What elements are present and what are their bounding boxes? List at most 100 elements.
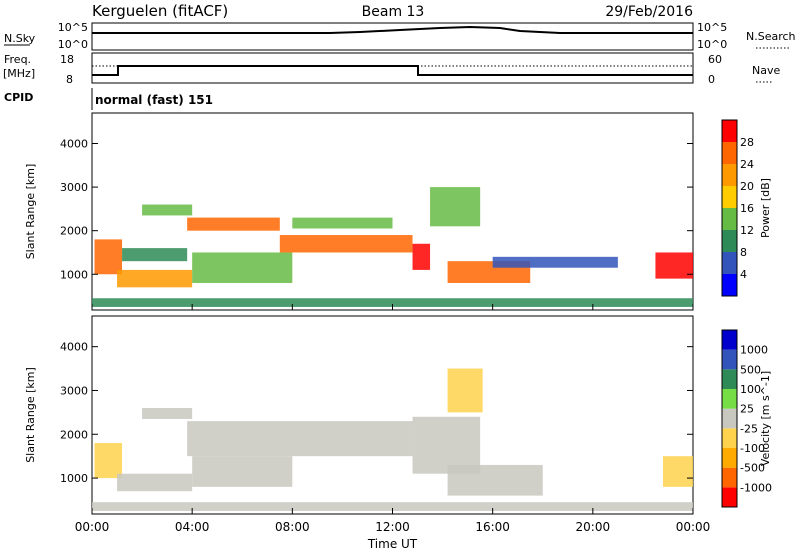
nsky-trace xyxy=(92,25,693,34)
y-axis-label: Slant Range [km] xyxy=(24,367,37,463)
data-band xyxy=(492,256,618,268)
colorbar-tick-label: 20 xyxy=(740,180,754,193)
y-tick-label: 3000 xyxy=(60,384,88,397)
colorbar-segment xyxy=(722,369,737,389)
freq-unit-label: [MHz] xyxy=(3,67,35,80)
nsky-panel: N.Sky 10^5 10^0 10^5 10^0 N.Search xyxy=(4,21,796,51)
data-band xyxy=(94,443,123,479)
y-tick-label: 4000 xyxy=(60,138,88,151)
data-band xyxy=(192,252,293,283)
data-band xyxy=(412,416,481,474)
data-band xyxy=(430,187,481,227)
freq-tick-bottom: 8 xyxy=(66,73,73,86)
x-tick-label: 20:00 xyxy=(576,520,611,534)
nave-tick-bottom: 0 xyxy=(708,73,715,86)
y-tick-label: 2000 xyxy=(60,428,88,441)
nsky-label: N.Sky xyxy=(4,32,36,45)
colorbar-tick-label: -500 xyxy=(740,462,765,475)
data-band xyxy=(655,252,693,279)
x-tick-label: 12:00 xyxy=(375,520,410,534)
y-tick-label: 4000 xyxy=(60,341,88,354)
colorbar-tick-label: 28 xyxy=(740,136,754,149)
data-band xyxy=(142,204,193,216)
y-tick-label: 1000 xyxy=(60,472,88,485)
colorbar-tick-label: 4 xyxy=(740,268,747,281)
freq-label: Freq. xyxy=(4,53,31,66)
cpid-panel: CPID normal (fast) 151 xyxy=(4,88,213,110)
data-band xyxy=(292,217,393,229)
data-band xyxy=(187,421,413,457)
colorbar-label: Velocity [m s^-1] xyxy=(759,371,772,466)
nsearch-tick-top: 10^5 xyxy=(697,21,727,34)
y-tick-label: 3000 xyxy=(60,181,88,194)
colorbar-tick-label: 500 xyxy=(740,363,761,376)
data-band xyxy=(142,407,193,419)
data-band xyxy=(662,456,693,487)
beam-title: Beam 13 xyxy=(362,4,425,20)
data-band xyxy=(192,456,293,487)
colorbar-segment xyxy=(722,252,737,274)
colorbar-segment xyxy=(722,330,737,350)
power-heatmap: 1000 2000 3000 4000 Slant Range [km] xyxy=(24,112,694,311)
data-band xyxy=(187,217,280,231)
colorbar-segment xyxy=(722,349,737,370)
velocity-colorbar: -1000 -500 -100 -25 25 100 500 1000 Velocity [m … xyxy=(721,329,772,508)
x-tick-label: 16:00 xyxy=(475,520,510,534)
colorbar-segment xyxy=(722,164,737,186)
data-band xyxy=(92,502,693,511)
data-band xyxy=(92,298,693,307)
cpid-label: CPID xyxy=(4,91,33,104)
colorbar-tick-label: 1000 xyxy=(740,344,768,357)
time-axis: 00:00 04:00 08:00 12:00 16:00 20:00 00:00 Time … xyxy=(75,520,711,551)
colorbar-segment xyxy=(722,408,737,429)
data-band xyxy=(279,235,413,253)
colorbar-tick-label: 8 xyxy=(740,246,747,259)
station-title: Kerguelen (fitACF) xyxy=(92,2,228,20)
nave-tick-top: 60 xyxy=(708,53,722,66)
colorbar-segment xyxy=(722,428,737,448)
colorbar-tick-label: 24 xyxy=(740,158,754,171)
colorbar-tick-label: -1000 xyxy=(740,481,772,494)
colorbar-segment xyxy=(722,448,737,468)
colorbar-tick-label: 12 xyxy=(740,224,754,237)
data-band xyxy=(447,464,543,496)
colorbar-tick-label: 100 xyxy=(740,383,761,396)
cpid-value: normal (fast) 151 xyxy=(95,93,213,107)
x-tick-label: 00:00 xyxy=(75,520,110,534)
nsearch-tick-bottom: 10^0 xyxy=(697,38,727,51)
nsky-tick-bottom: 10^0 xyxy=(58,38,88,51)
colorbar-segment xyxy=(722,186,737,208)
date-title: 29/Feb/2016 xyxy=(605,4,693,20)
nsky-tick-top: 10^5 xyxy=(58,21,88,34)
colorbar-segment xyxy=(722,389,737,409)
data-band xyxy=(117,473,193,492)
y-tick-label: 2000 xyxy=(60,225,88,238)
data-band xyxy=(447,368,483,413)
colorbar-tick-label: -100 xyxy=(740,442,765,455)
power-colorbar: 4 8 12 16 20 24 28 Power [dB] xyxy=(721,119,772,297)
colorbar-tick-label: 16 xyxy=(740,202,754,215)
colorbar-tick-label: 25 xyxy=(740,403,754,416)
data-band xyxy=(412,243,431,270)
data-band xyxy=(94,239,123,275)
x-axis-label: Time UT xyxy=(367,537,418,551)
colorbar-segment xyxy=(722,208,737,230)
freq-panel: Freq. [MHz] 18 8 60 0 Nave xyxy=(3,52,780,86)
colorbar-segment xyxy=(722,142,737,164)
colorbar-tick-label: -25 xyxy=(740,422,758,435)
freq-trace xyxy=(92,65,693,76)
nsearch-label: N.Search xyxy=(746,30,796,43)
data-band xyxy=(117,269,193,288)
colorbar-segment xyxy=(722,120,737,142)
colorbar-segment xyxy=(722,467,737,488)
colorbar-frame xyxy=(721,329,738,508)
velocity-heatmap: 1000 2000 3000 4000 Slant Range [km] xyxy=(24,315,694,515)
colorbar-label: Power [dB] xyxy=(759,178,772,238)
freq-tick-top: 18 xyxy=(60,53,74,66)
x-tick-label: 08:00 xyxy=(275,520,310,534)
colorbar-segment xyxy=(722,230,737,252)
nave-label: Nave xyxy=(752,64,780,77)
x-tick-label: 00:00 xyxy=(676,520,711,534)
colorbar-segment xyxy=(722,487,737,507)
